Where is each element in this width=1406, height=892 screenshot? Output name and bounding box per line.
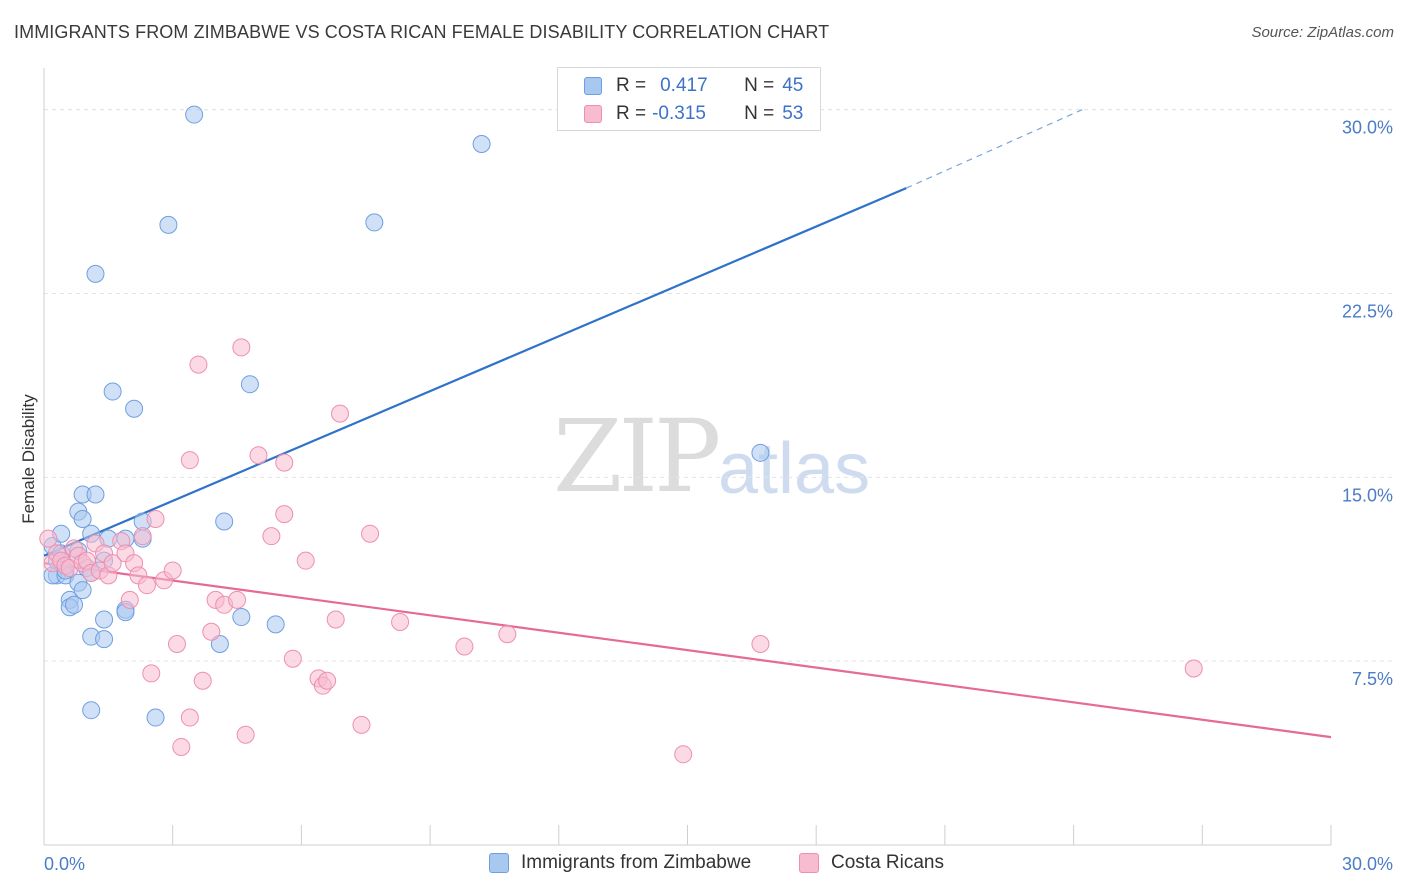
legend-n-label: N = (744, 75, 775, 96)
costa-rican-point (142, 664, 161, 683)
bottom-legend-swatch-zimbabwe (489, 853, 509, 873)
legend-swatch-zimbabwe (584, 77, 602, 95)
watermark-zip: ZIP (553, 398, 721, 515)
costa-rican-point (180, 708, 199, 727)
y-tick-label: 7.5% (1352, 669, 1393, 689)
legend-row-costa-rican: R = -0.315 N = 53 (584, 101, 803, 127)
zimbabwe-point (73, 581, 92, 600)
axes (43, 68, 1332, 846)
costa-rican-trend-line (43, 562, 1332, 739)
legend-n-value: 53 (782, 103, 804, 124)
zimbabwe-point (95, 610, 114, 629)
y-tick-label: 30.0% (1342, 118, 1393, 138)
legend-r-label: R = (616, 75, 647, 96)
zimbabwe-point (210, 635, 229, 654)
costa-rican-point (331, 404, 350, 423)
costa-rican-point (455, 637, 474, 656)
costa-rican-point (103, 554, 122, 573)
zimbabwe-point (86, 264, 105, 283)
y-axis-label: Female Disability (19, 394, 38, 524)
legend-n-label: N = (744, 103, 775, 124)
tick-labels: 7.5% 15.0% 22.5% 30.0% 0.0% 30.0% (44, 118, 1393, 874)
zimbabwe-trend-extension (906, 109, 1083, 189)
x-tick-label-max: 30.0% (1342, 854, 1393, 874)
costa-rican-point (262, 527, 281, 546)
bottom-legend-costa-rican: Costa Ricans (799, 852, 944, 874)
zimbabwe-point (215, 512, 234, 531)
costa-rican-point (249, 446, 268, 465)
costa-rican-point (498, 625, 517, 644)
legend-swatch-costa-rican (584, 105, 602, 123)
costa-rican-point (228, 590, 247, 609)
correlation-legend: R = 0.417 N = 45 R = -0.315 N = 53 (557, 67, 821, 131)
costa-rican-point (751, 635, 770, 654)
costa-rican-point (146, 510, 165, 529)
costa-rican-point (180, 451, 199, 470)
zimbabwe-point (159, 215, 178, 234)
bottom-legend-swatch-costa-rican (799, 853, 819, 873)
bottom-legend-label-costa-rican: Costa Ricans (831, 852, 944, 873)
costa-rican-point (232, 338, 251, 357)
costa-rican-point (193, 671, 212, 690)
zimbabwe-point (365, 213, 384, 232)
costa-rican-point (296, 551, 315, 570)
zimbabwe-point (185, 105, 204, 124)
zimbabwe-point (125, 399, 144, 418)
costa-rican-point (1184, 659, 1203, 678)
watermark-atlas: atlas (718, 429, 871, 509)
chart-title: IMMIGRANTS FROM ZIMBABWE VS COSTA RICAN … (14, 22, 830, 42)
source-label: Source: ZipAtlas.com (1251, 24, 1394, 41)
zimbabwe-point (82, 701, 101, 720)
costa-rican-point (163, 561, 182, 580)
costa-rican-point (189, 355, 208, 374)
costa-rican-point (391, 612, 410, 631)
costa-rican-point (236, 725, 255, 744)
zimbabwe-point (232, 608, 251, 627)
x-tick-label-min: 0.0% (44, 854, 85, 874)
zimbabwe-point (73, 510, 92, 529)
legend-n-value: 45 (782, 75, 804, 96)
y-tick-label: 15.0% (1342, 485, 1393, 505)
zimbabwe-trend-line (43, 187, 907, 557)
costa-rican-point (202, 622, 221, 641)
zimbabwe-point (95, 630, 114, 649)
costa-rican-point (674, 745, 693, 764)
legend-r-value: 0.417 (660, 75, 708, 96)
costa-rican-point (39, 529, 58, 548)
costa-rican-point (326, 610, 345, 629)
costa-rican-point (120, 590, 139, 609)
zimbabwe-point (472, 134, 491, 153)
bottom-legend-zimbabwe: Immigrants from Zimbabwe (489, 852, 751, 874)
zimbabwe-point (146, 708, 165, 727)
zimbabwe-point (240, 375, 259, 394)
costa-rican-point (275, 453, 294, 472)
bottom-legend-label-zimbabwe: Immigrants from Zimbabwe (521, 852, 752, 873)
costa-rican-point (133, 527, 152, 546)
legend-row-zimbabwe: R = 0.417 N = 45 (584, 73, 803, 99)
costa-rican-point (275, 505, 294, 524)
costa-rican-point (137, 576, 156, 595)
costa-rican-point (318, 671, 337, 690)
costa-rican-point (167, 635, 186, 654)
zimbabwe-point (266, 615, 285, 634)
costa-rican-point (352, 715, 371, 734)
zimbabwe-point (103, 382, 122, 401)
legend-r-label: R = (616, 103, 647, 124)
costa-rican-point (172, 737, 191, 756)
y-tick-label: 22.5% (1342, 302, 1393, 322)
data-points (39, 105, 1203, 764)
legend-r-value: -0.315 (652, 103, 706, 124)
costa-rican-point (361, 524, 380, 543)
zimbabwe-point (751, 443, 770, 462)
trend-lines (43, 109, 1332, 739)
zimbabwe-point (86, 485, 105, 504)
zimbabwe-point (65, 595, 84, 614)
costa-rican-point (283, 649, 302, 668)
